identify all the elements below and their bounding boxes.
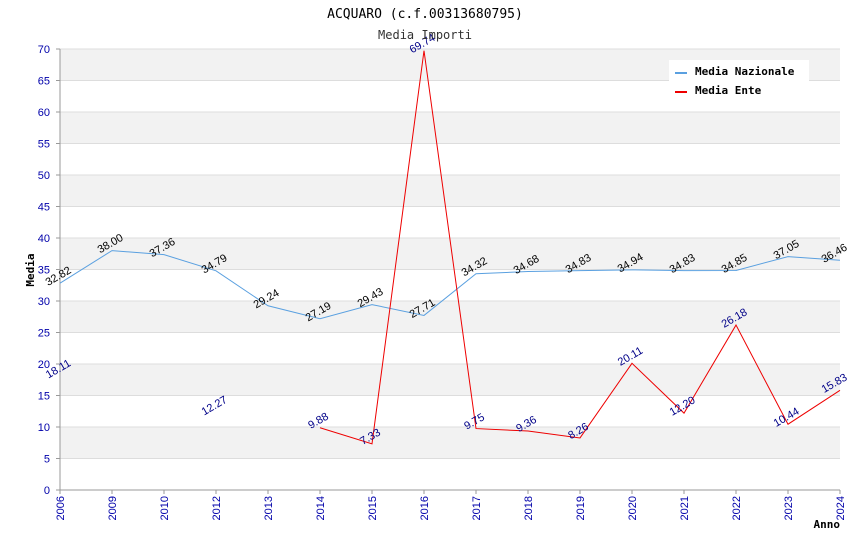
grid-band <box>60 175 840 207</box>
y-tick-label: 50 <box>38 170 50 182</box>
x-tick-label: 2012 <box>211 496 223 520</box>
y-tick-label: 30 <box>38 296 50 308</box>
chart-subtitle: Media Importi <box>378 28 472 42</box>
grid-band <box>60 364 840 396</box>
y-tick-label: 5 <box>44 454 50 466</box>
y-tick-label: 20 <box>38 359 50 371</box>
x-tick-label: 2018 <box>523 496 535 520</box>
y-tick-label: 65 <box>38 76 50 88</box>
series-lines <box>59 50 841 445</box>
y-tick-label: 45 <box>38 202 50 214</box>
x-tick-label: 2006 <box>55 496 67 520</box>
y-tick-label: 60 <box>38 107 50 119</box>
x-tick-label: 2021 <box>679 496 691 520</box>
series-line-ente <box>319 50 841 445</box>
x-tick-label: 2014 <box>315 496 327 520</box>
grid-bands <box>60 49 840 459</box>
y-tick-label: 0 <box>44 485 50 497</box>
x-tick-label: 2020 <box>627 496 639 520</box>
legend-label-nazionale: Media Nazionale <box>695 65 795 78</box>
x-tick-label: 2010 <box>159 496 171 520</box>
y-tick-label: 40 <box>38 233 50 245</box>
grid-band <box>60 112 840 144</box>
x-tick-label: 2015 <box>367 496 379 520</box>
x-tick-label: 2017 <box>471 496 483 520</box>
y-tick-label: 15 <box>38 391 50 403</box>
grid-band <box>60 427 840 459</box>
legend: Media Nazionale Media Ente <box>669 60 809 100</box>
x-axis-label: Anno <box>814 518 841 531</box>
x-tick-label: 2013 <box>263 496 275 520</box>
x-tick-label: 2019 <box>575 496 587 520</box>
data-label: 12.20 <box>668 394 698 418</box>
y-tick-label: 10 <box>38 422 50 434</box>
data-label: 10.44 <box>772 406 802 430</box>
x-tick-label: 2009 <box>107 496 119 520</box>
y-tick-label: 35 <box>38 265 50 277</box>
y-axis-label: Media <box>24 253 37 286</box>
series-line-nazionale <box>59 250 841 320</box>
grid-band <box>60 301 840 333</box>
x-axis-ticks: 2006 2009 2010 2012 2013 2014 2015 2016 2017 2018… <box>55 490 847 520</box>
legend-box <box>669 60 809 100</box>
x-tick-label: 2023 <box>783 496 795 520</box>
data-label: 12.27 <box>200 394 230 418</box>
x-tick-label: 2024 <box>835 496 847 520</box>
x-tick-label: 2022 <box>731 496 743 520</box>
y-tick-label: 70 <box>38 44 50 56</box>
y-axis-ticks: 0 5 10 15 20 25 30 35 40 45 50 55 60 65 70 <box>38 44 60 497</box>
y-tick-label: 55 <box>38 139 50 151</box>
y-tick-label: 25 <box>38 328 50 340</box>
chart-title: ACQUARO (c.f.00313680795) <box>327 7 523 22</box>
legend-label-ente: Media Ente <box>695 84 762 97</box>
x-tick-label: 2016 <box>419 496 431 520</box>
